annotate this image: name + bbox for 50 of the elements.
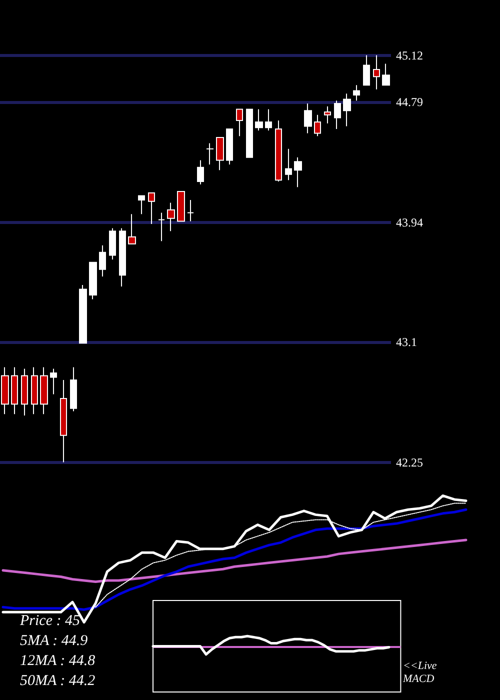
candlestick bbox=[79, 284, 87, 344]
text: 50MA : 44.2 bbox=[20, 672, 96, 690]
text: <<Live MACD bbox=[403, 660, 438, 686]
candlestick bbox=[11, 366, 18, 415]
candlestick bbox=[128, 214, 136, 244]
candlestick bbox=[89, 262, 97, 300]
candlestick bbox=[119, 228, 126, 287]
candlestick bbox=[216, 137, 224, 171]
annotation: Price : 45 bbox=[20, 612, 80, 630]
candlestick bbox=[314, 114, 321, 137]
candlestick bbox=[206, 142, 214, 165]
candlestick bbox=[187, 199, 194, 222]
y-tick-label: 43.94 bbox=[396, 216, 423, 230]
candlestick bbox=[109, 228, 116, 260]
y-tick-label: 44.79 bbox=[396, 95, 423, 110]
candlestick bbox=[40, 366, 48, 415]
candlestick bbox=[373, 54, 380, 90]
candlestick bbox=[167, 202, 175, 232]
candlestick bbox=[50, 368, 57, 395]
y-tick-label: 42.25 bbox=[396, 455, 423, 470]
candlestick bbox=[382, 63, 390, 86]
candlestick bbox=[265, 108, 272, 131]
candlestick bbox=[324, 106, 331, 124]
candlestick bbox=[226, 128, 233, 165]
text: 5MA : 44.9 bbox=[20, 632, 88, 650]
candlestick bbox=[255, 108, 263, 131]
candlestick bbox=[275, 120, 282, 182]
candlestick bbox=[1, 366, 9, 415]
candlestick bbox=[343, 93, 351, 127]
candlestick bbox=[363, 54, 370, 86]
candlestick bbox=[60, 380, 67, 463]
candlestick bbox=[294, 156, 302, 188]
candlestick bbox=[99, 244, 106, 278]
candlestick bbox=[236, 108, 243, 137]
candlestick bbox=[285, 148, 292, 181]
candlestick bbox=[334, 100, 341, 130]
y-tick-label: 45.12 bbox=[396, 48, 423, 62]
candlestick bbox=[148, 192, 155, 225]
candlestick bbox=[246, 108, 253, 158]
candlestick bbox=[70, 366, 77, 412]
candlestick bbox=[138, 195, 145, 215]
candlestick bbox=[158, 212, 165, 242]
y-tick-label: 43.1 bbox=[396, 334, 417, 349]
candlestick bbox=[197, 160, 204, 185]
candlestick bbox=[31, 366, 38, 415]
candlestick bbox=[353, 84, 360, 102]
candlestick bbox=[304, 103, 312, 134]
text: 12MA : 44.8 bbox=[20, 652, 96, 670]
candlestick bbox=[21, 368, 28, 416]
candlestick bbox=[177, 190, 185, 222]
